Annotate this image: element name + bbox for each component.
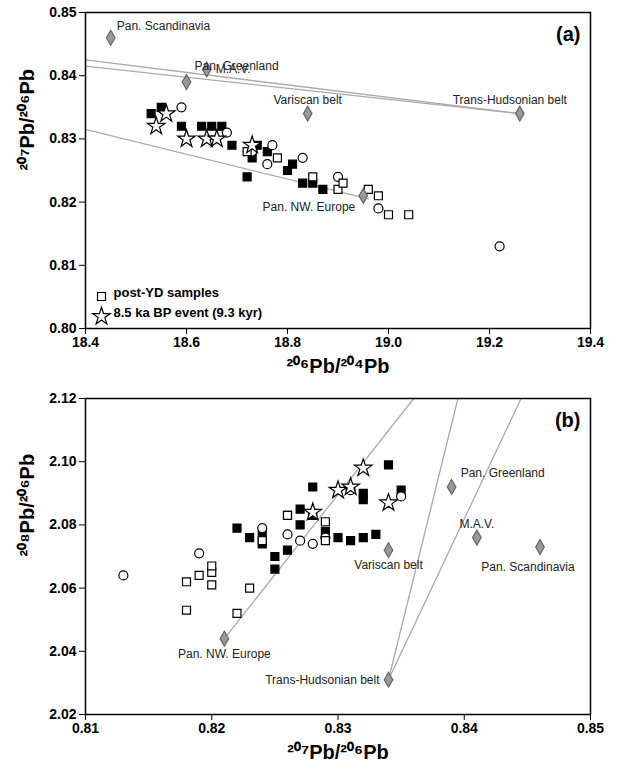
svg-text:0.80: 0.80 — [49, 320, 77, 336]
svg-text:0.84: 0.84 — [49, 67, 76, 83]
svg-text:2.02: 2.02 — [49, 706, 77, 722]
svg-text:Pan. NW. Europe: Pan. NW. Europe — [178, 647, 271, 661]
svg-text:Pan. NW. Europe: Pan. NW. Europe — [263, 200, 356, 214]
svg-text:0.82: 0.82 — [198, 720, 225, 736]
svg-text:Variscan belt: Variscan belt — [354, 558, 423, 572]
svg-text:0.81: 0.81 — [49, 257, 76, 273]
svg-text:18.6: 18.6 — [173, 334, 200, 350]
svg-text:²⁰⁸Pb/²⁰⁶Pb: ²⁰⁸Pb/²⁰⁶Pb — [16, 454, 38, 557]
svg-text:18.8: 18.8 — [274, 334, 301, 350]
svg-text:²⁰⁶Pb/²⁰⁴Pb: ²⁰⁶Pb/²⁰⁴Pb — [286, 355, 389, 377]
svg-text:post-YD samples: post-YD samples — [114, 285, 219, 300]
svg-text:19.2: 19.2 — [476, 334, 503, 350]
svg-text:M.A.V.: M.A.V. — [459, 517, 494, 531]
svg-text:Pan. Scandinavia: Pan. Scandinavia — [117, 19, 211, 33]
svg-text:Pan. Greenland: Pan. Greenland — [194, 58, 279, 73]
svg-text:Trans-Hudsonian belt: Trans-Hudsonian belt — [265, 673, 380, 687]
svg-text:19.0: 19.0 — [375, 334, 402, 350]
svg-text:0.83: 0.83 — [324, 720, 351, 736]
svg-text:Variscan belt: Variscan belt — [273, 93, 342, 107]
svg-text:Pan. Scandinavia: Pan. Scandinavia — [481, 560, 575, 574]
svg-text:Trans-Hudsonian belt: Trans-Hudsonian belt — [453, 93, 568, 107]
svg-text:²⁰⁷Pb/²⁰⁶Pb: ²⁰⁷Pb/²⁰⁶Pb — [16, 69, 38, 170]
svg-text:8.5 ka BP event (9.3 kyr): 8.5 ka BP event (9.3 kyr) — [114, 305, 263, 320]
svg-text:0.85: 0.85 — [49, 4, 76, 20]
svg-text:2.06: 2.06 — [49, 580, 76, 596]
svg-text:0.83: 0.83 — [49, 130, 76, 146]
svg-text:0.85: 0.85 — [577, 720, 604, 736]
svg-text:²⁰⁷Pb/²⁰⁶Pb: ²⁰⁷Pb/²⁰⁶Pb — [287, 741, 388, 763]
svg-text:(b): (b) — [555, 409, 581, 431]
svg-text:Pan. Greenland: Pan. Greenland — [461, 466, 545, 480]
svg-text:0.84: 0.84 — [451, 720, 478, 736]
svg-text:2.08: 2.08 — [49, 516, 76, 532]
svg-text:(a): (a) — [556, 23, 580, 45]
svg-text:2.10: 2.10 — [49, 453, 76, 469]
svg-text:M.A.V.: M.A.V. — [216, 62, 251, 76]
svg-text:0.82: 0.82 — [49, 194, 76, 210]
svg-text:2.12: 2.12 — [49, 390, 76, 406]
svg-text:19.4: 19.4 — [577, 334, 604, 350]
svg-text:18.4: 18.4 — [72, 334, 99, 350]
svg-text:0.81: 0.81 — [72, 720, 99, 736]
svg-text:2.04: 2.04 — [49, 643, 76, 659]
